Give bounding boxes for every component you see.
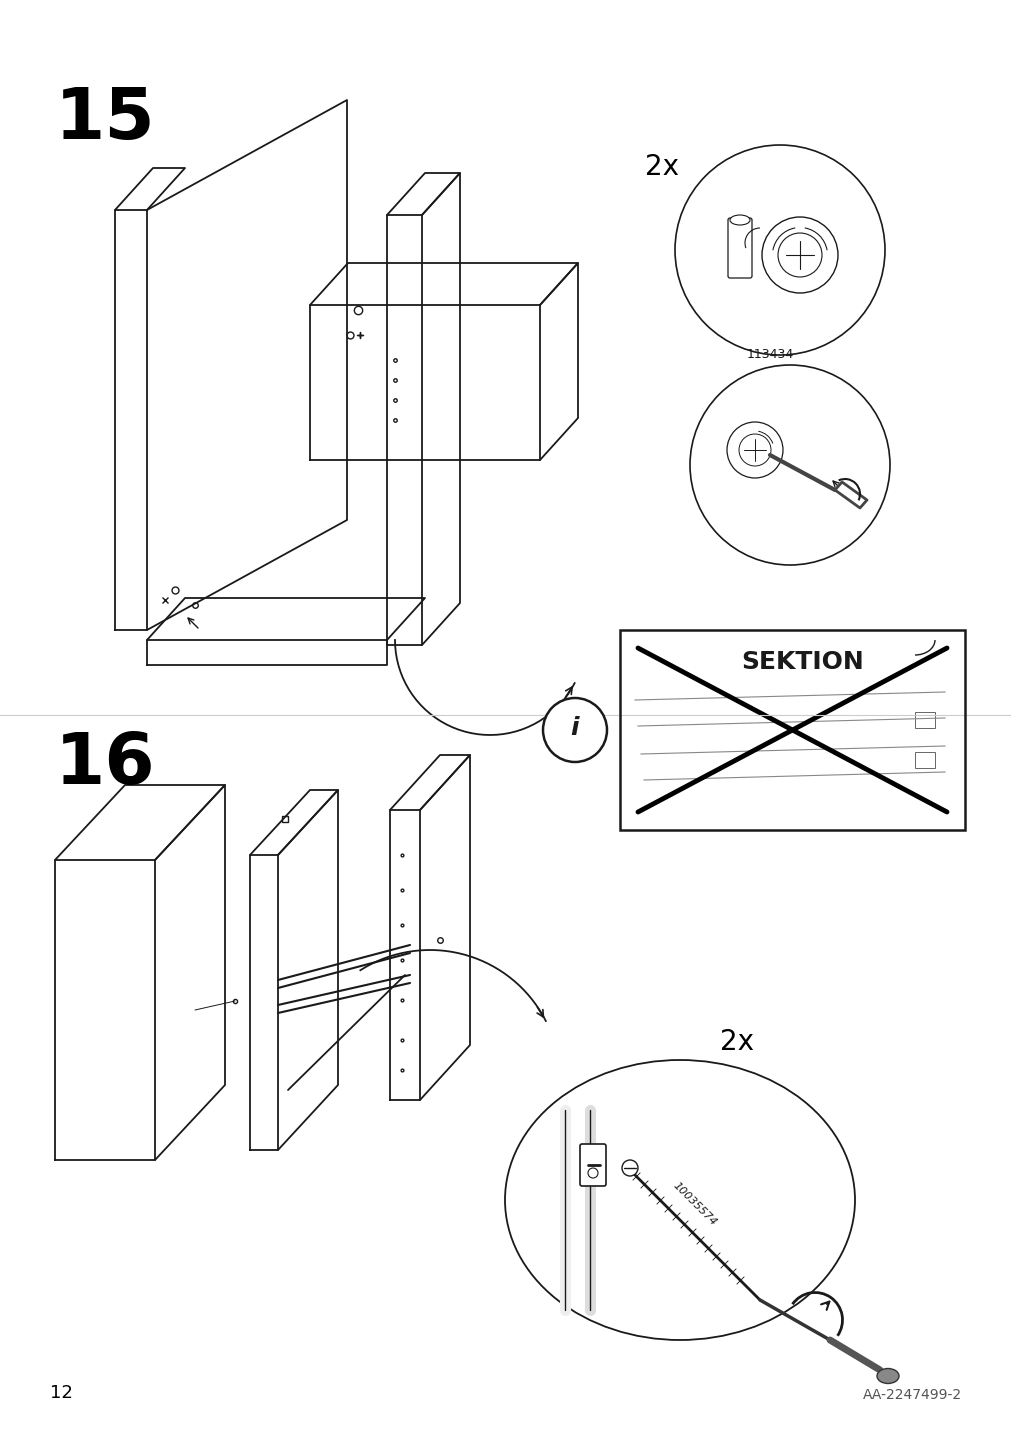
Ellipse shape	[877, 1369, 898, 1383]
FancyBboxPatch shape	[579, 1144, 606, 1186]
Text: SEKTION: SEKTION	[740, 650, 863, 674]
FancyBboxPatch shape	[727, 218, 751, 278]
Text: 2x: 2x	[719, 1028, 753, 1055]
Text: AA-2247499-2: AA-2247499-2	[862, 1388, 961, 1402]
Circle shape	[690, 365, 889, 566]
Text: 16: 16	[55, 730, 156, 799]
Circle shape	[761, 218, 837, 294]
Text: 113434: 113434	[746, 348, 793, 361]
Text: 12: 12	[50, 1383, 73, 1402]
Text: 15: 15	[55, 84, 156, 155]
Text: 10035574: 10035574	[670, 1180, 718, 1229]
Circle shape	[674, 145, 885, 355]
Ellipse shape	[504, 1060, 854, 1340]
Text: 2x: 2x	[644, 153, 678, 180]
Circle shape	[543, 697, 607, 762]
Circle shape	[726, 422, 783, 478]
Text: i: i	[570, 716, 578, 740]
Circle shape	[622, 1160, 637, 1176]
Ellipse shape	[729, 215, 749, 225]
